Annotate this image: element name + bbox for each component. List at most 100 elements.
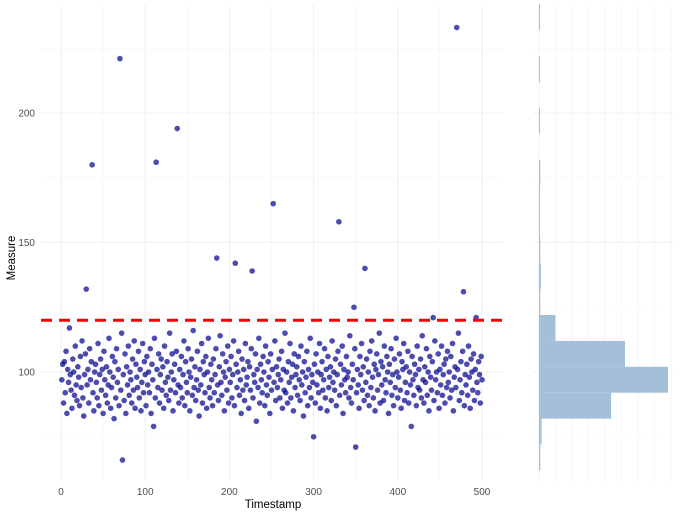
data-point	[477, 400, 484, 406]
data-point	[235, 348, 242, 355]
data-point	[174, 125, 180, 132]
histogram-bar	[539, 340, 625, 367]
histogram-bar	[539, 211, 540, 238]
data-point	[454, 366, 461, 373]
data-point	[304, 402, 311, 409]
data-point	[325, 384, 332, 391]
data-point	[244, 374, 250, 380]
data-point	[349, 361, 356, 368]
data-point	[285, 358, 292, 365]
data-point	[315, 389, 322, 396]
data-point	[96, 402, 102, 409]
data-point	[129, 356, 136, 362]
data-point	[368, 338, 375, 344]
data-point	[375, 371, 382, 378]
data-point	[416, 366, 422, 373]
data-point	[196, 413, 202, 419]
data-point	[439, 392, 446, 399]
data-point	[61, 358, 68, 365]
data-point	[84, 382, 90, 388]
data-point	[209, 402, 216, 409]
data-point	[466, 374, 473, 380]
data-point	[200, 358, 207, 365]
data-point	[224, 387, 230, 393]
data-point	[192, 364, 198, 370]
data-point	[291, 351, 298, 357]
data-point	[72, 343, 79, 349]
data-point	[475, 358, 482, 365]
data-point	[232, 260, 239, 267]
data-point	[276, 356, 282, 362]
histogram-bar	[539, 4, 540, 31]
data-point	[400, 340, 407, 347]
data-point	[321, 345, 328, 352]
data-point	[366, 402, 372, 409]
histogram-bar	[539, 289, 541, 316]
data-point	[132, 405, 138, 412]
data-point	[448, 387, 455, 393]
data-point	[85, 366, 91, 373]
data-point	[269, 366, 276, 373]
data-point	[305, 366, 312, 373]
data-point	[143, 402, 149, 409]
data-point	[324, 408, 330, 414]
data-point	[73, 382, 79, 388]
data-point	[437, 366, 443, 373]
data-point	[440, 371, 447, 378]
data-point	[82, 351, 89, 357]
data-point	[254, 366, 260, 373]
data-point	[441, 361, 447, 368]
data-point	[104, 400, 111, 406]
data-point	[376, 330, 383, 336]
data-point	[131, 338, 138, 344]
data-point	[432, 376, 439, 383]
data-point	[116, 402, 122, 409]
data-point	[187, 374, 194, 380]
data-point	[112, 395, 119, 401]
data-point	[249, 268, 255, 274]
data-point	[245, 405, 252, 412]
data-point	[164, 358, 170, 365]
data-point	[412, 371, 419, 378]
data-point	[367, 348, 373, 355]
data-point	[251, 379, 258, 386]
data-point	[198, 340, 205, 347]
x-tick-label: 400	[389, 487, 406, 498]
data-point	[472, 366, 479, 373]
data-point	[430, 314, 436, 321]
data-point	[348, 400, 355, 406]
data-point	[153, 159, 159, 166]
data-point	[68, 387, 74, 393]
data-point	[334, 371, 340, 378]
data-point	[144, 382, 151, 388]
data-point	[188, 356, 195, 362]
x-tick-label: 100	[137, 487, 154, 498]
data-point	[362, 265, 368, 272]
data-point	[478, 353, 484, 360]
data-point	[309, 379, 316, 386]
data-point	[262, 343, 269, 349]
data-point	[130, 387, 137, 393]
data-point	[228, 353, 234, 360]
data-point	[238, 410, 244, 417]
data-point	[108, 384, 115, 391]
data-point	[297, 397, 303, 404]
data-point	[123, 364, 130, 370]
data-point	[91, 408, 97, 414]
data-point	[107, 369, 113, 375]
data-point	[267, 351, 274, 357]
data-point	[77, 353, 84, 360]
data-point	[457, 376, 463, 383]
data-point	[335, 348, 341, 355]
data-point	[403, 364, 410, 370]
data-point	[134, 384, 141, 391]
data-point	[357, 353, 363, 360]
data-point	[425, 369, 431, 375]
data-point	[313, 351, 319, 357]
histogram-bar	[539, 107, 540, 134]
data-point	[148, 410, 154, 417]
data-point	[411, 361, 418, 368]
data-point	[407, 382, 414, 388]
data-point	[146, 389, 153, 396]
data-point	[117, 387, 124, 393]
